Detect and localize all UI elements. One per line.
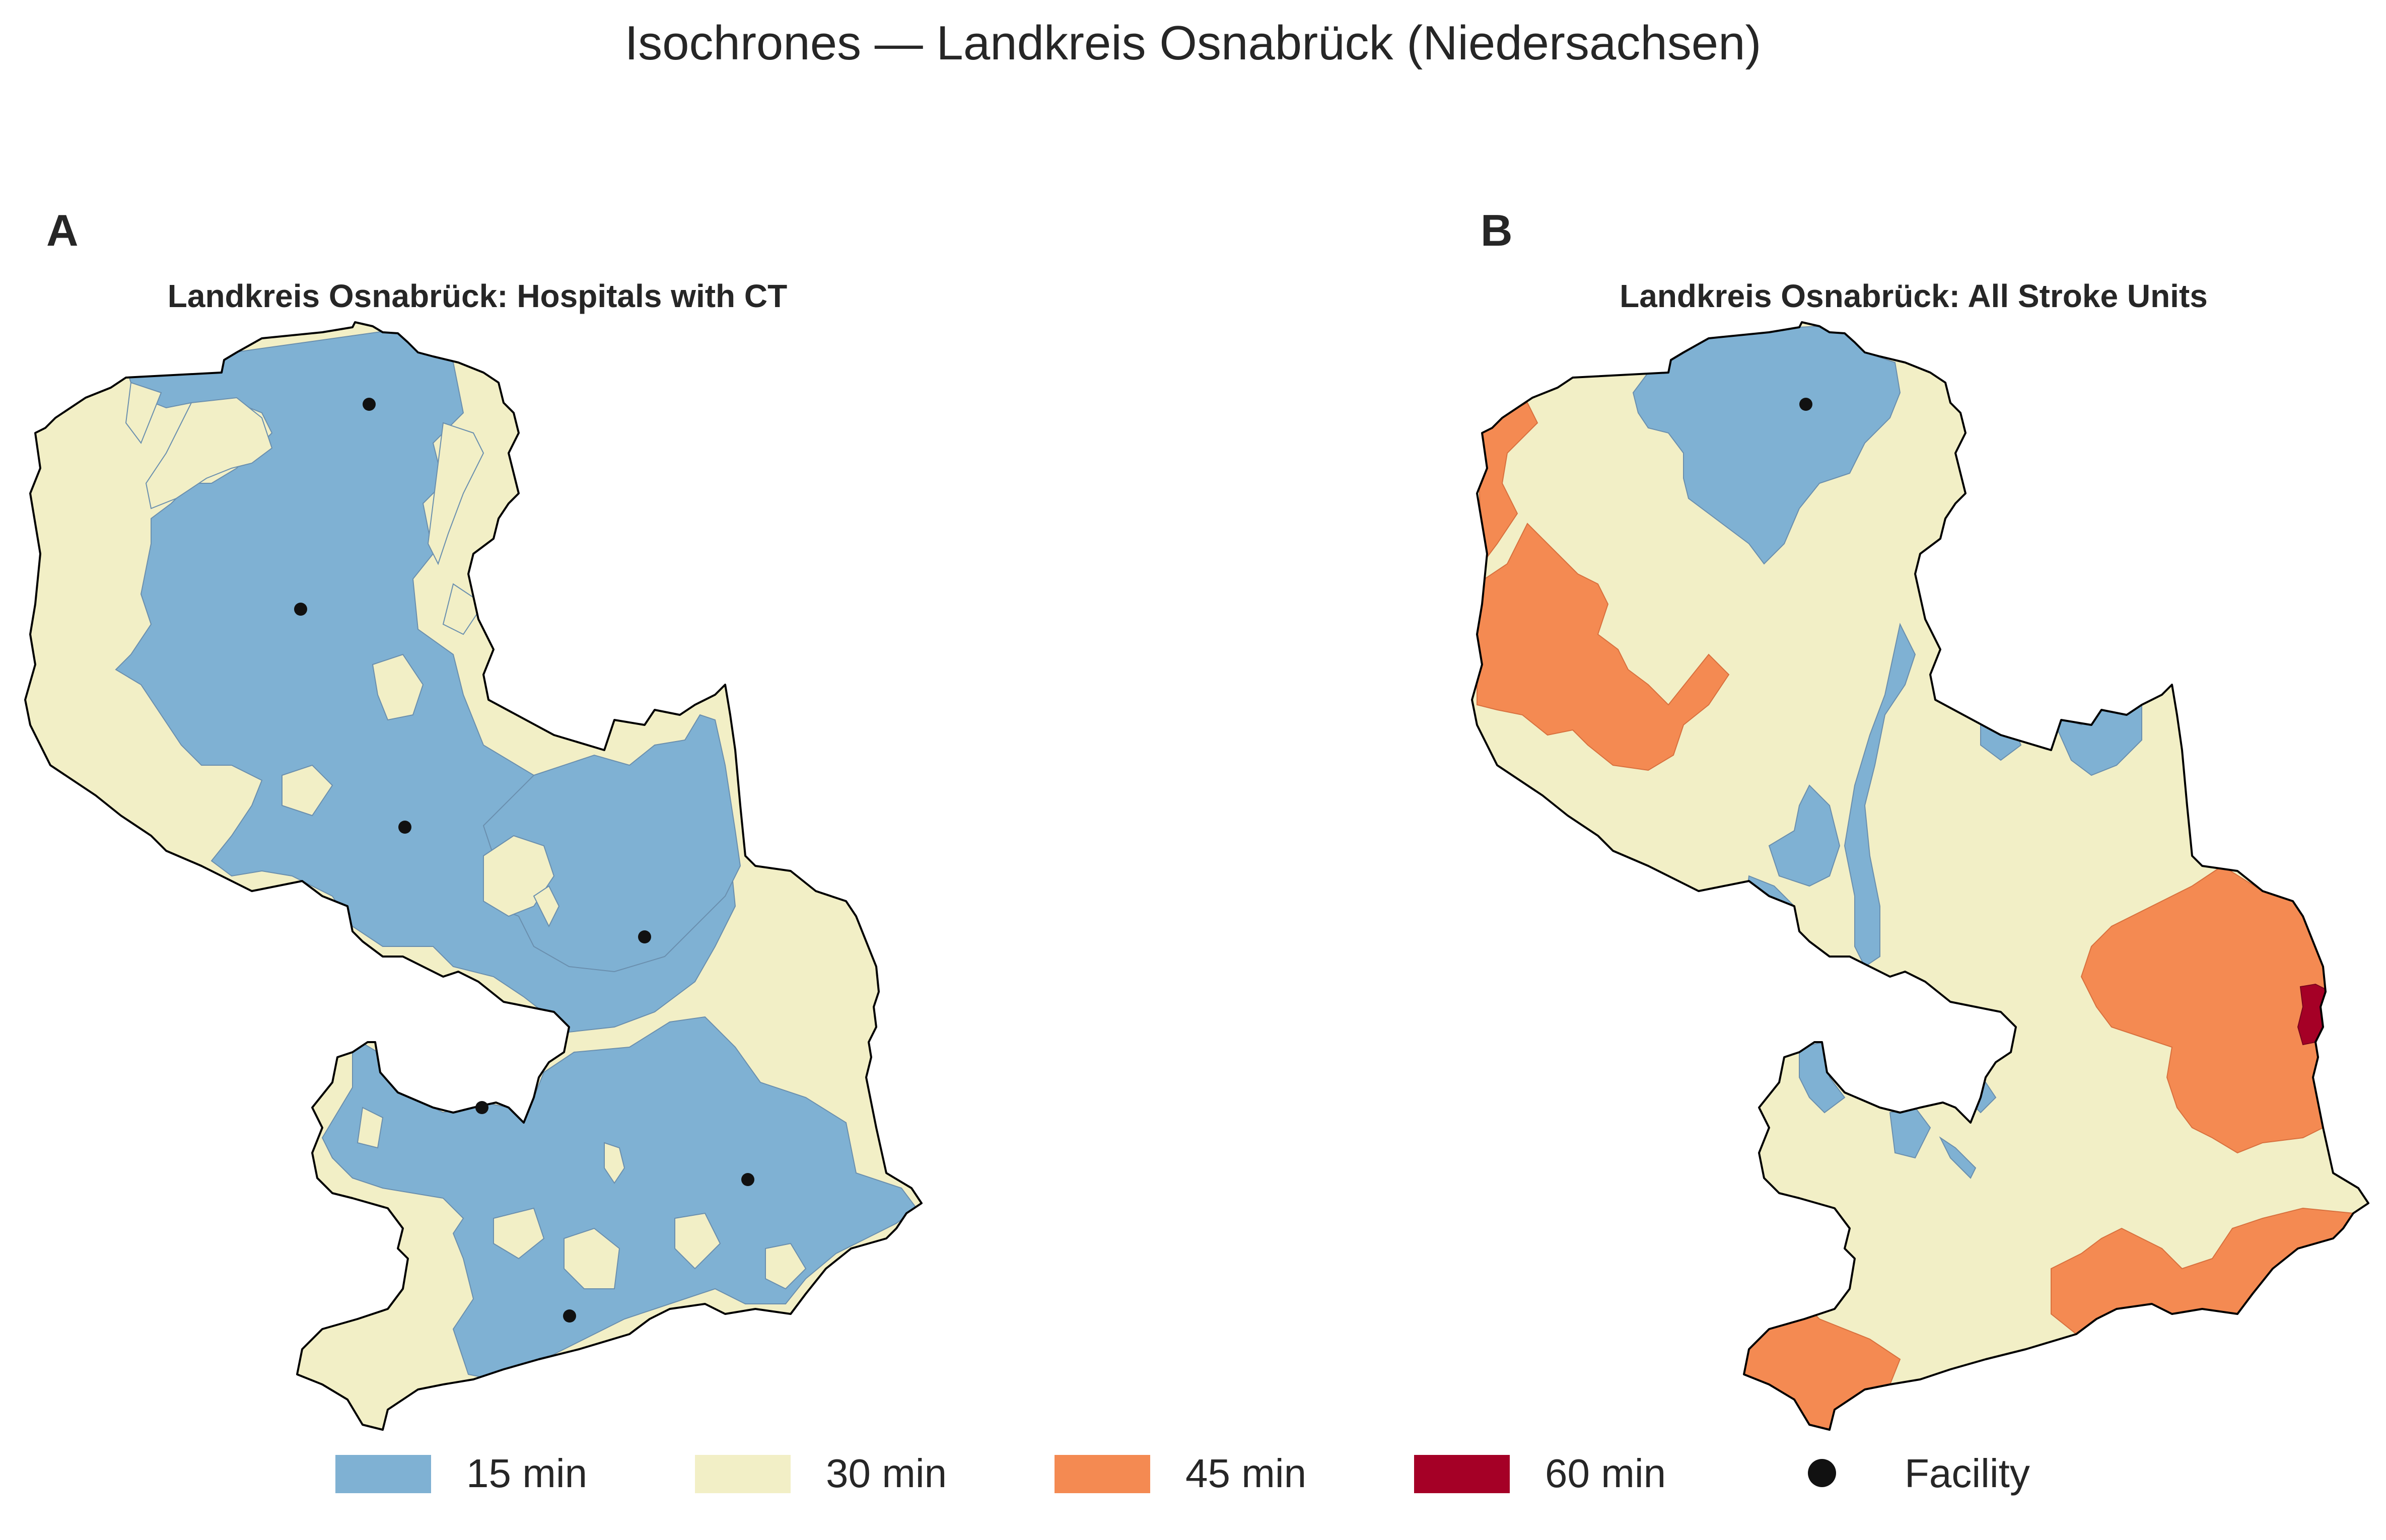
legend-label-45: 45 min: [1185, 1451, 1306, 1496]
legend-swatch-30: [695, 1455, 791, 1493]
facility-marker[interactable]: [294, 603, 307, 616]
panel-a-title: Landkreis Osnabrück: Hospitals with CT: [168, 278, 787, 314]
legend-swatch-15: [335, 1455, 431, 1493]
legend-label-15: 15 min: [466, 1451, 587, 1496]
facility-marker[interactable]: [563, 1309, 576, 1323]
panel-a: A Landkreis Osnabrück: Hospitals with CT: [24, 205, 923, 1431]
figure-title: Isochrones — Landkreis Osnabrück (Nieder…: [624, 16, 1761, 70]
panel-a-facilities: [294, 398, 754, 1323]
legend-item-facility[interactable]: Facility: [1808, 1451, 2030, 1496]
legend-item-45[interactable]: 45 min: [1055, 1451, 1306, 1496]
panel-a-map[interactable]: [24, 321, 923, 1431]
legend-label-facility: Facility: [1905, 1451, 2030, 1496]
panel-b-title: Landkreis Osnabrück: All Stroke Units: [1620, 278, 2208, 314]
legend-swatch-45: [1055, 1455, 1150, 1493]
facility-marker[interactable]: [475, 1101, 488, 1114]
legend-item-60[interactable]: 60 min: [1414, 1451, 1666, 1496]
facility-marker[interactable]: [638, 930, 651, 943]
facility-marker[interactable]: [741, 1173, 754, 1186]
facility-marker[interactable]: [1799, 398, 1812, 411]
legend-item-30[interactable]: 30 min: [695, 1451, 947, 1496]
legend-label-30: 30 min: [826, 1451, 947, 1496]
legend-swatch-60: [1414, 1455, 1510, 1493]
panel-b-letter: B: [1481, 205, 1513, 255]
legend-facility-marker: [1808, 1459, 1836, 1487]
facility-marker[interactable]: [363, 398, 376, 411]
legend-label-60: 60 min: [1545, 1451, 1666, 1496]
panel-b: B Landkreis Osnabrück: All Stroke Units: [1471, 205, 2369, 1431]
facility-marker[interactable]: [398, 821, 411, 834]
panel-b-facilities: [1799, 398, 1812, 411]
legend: 15 min 30 min 45 min 60 min Facility: [335, 1451, 2030, 1496]
legend-item-15[interactable]: 15 min: [335, 1451, 587, 1496]
panel-a-zone-30-islands: [125, 382, 807, 1290]
panel-b-map[interactable]: [1471, 321, 2369, 1431]
panel-a-letter: A: [46, 205, 79, 255]
